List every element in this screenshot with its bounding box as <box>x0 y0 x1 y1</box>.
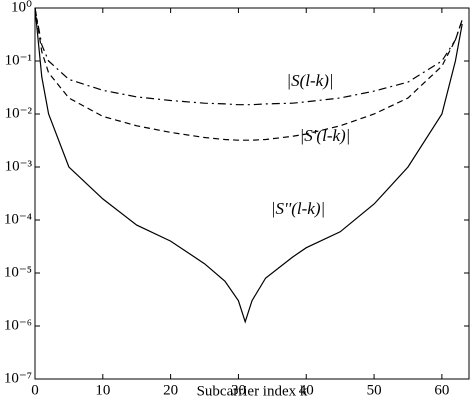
x-tick-label: 60 <box>434 382 449 398</box>
y-tick-label: 10⁻⁶ <box>4 317 32 333</box>
x-tick-label: 10 <box>95 382 110 398</box>
annotation: |S''(l-k)| <box>271 199 325 218</box>
series-line <box>34 7 463 324</box>
x-tick-label: 30 <box>231 382 246 398</box>
series-line <box>34 7 463 141</box>
y-tick-label: 10⁻² <box>5 105 33 121</box>
series-line <box>34 7 463 106</box>
y-tick-label: 10⁻⁵ <box>4 264 32 280</box>
plot-frame <box>34 7 470 380</box>
x-tick-label: 50 <box>367 382 382 398</box>
annotation: |S'(l-k)| <box>300 126 351 145</box>
y-tick-label: 10⁰ <box>11 0 32 15</box>
x-tick-label: 0 <box>31 382 39 398</box>
y-tick-label: 10⁻⁴ <box>4 211 32 227</box>
x-axis-label: Subcarrier index k <box>197 383 308 399</box>
x-tick-label: 40 <box>299 382 314 398</box>
y-tick-label: 10⁻¹ <box>5 52 32 68</box>
annotation: |S(l-k)| <box>286 71 333 90</box>
y-tick-label: 10⁻³ <box>5 158 33 174</box>
x-tick-label: 20 <box>163 382 178 398</box>
y-tick-label: 10⁻⁷ <box>4 370 32 386</box>
